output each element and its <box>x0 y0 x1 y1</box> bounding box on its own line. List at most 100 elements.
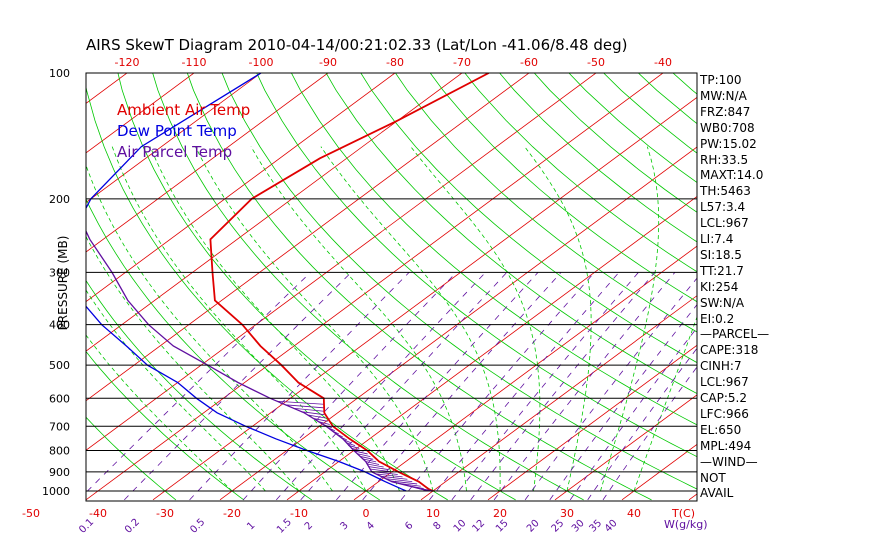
hatch-line <box>356 453 371 458</box>
mixing-ratio-tick-label: 15 <box>494 518 511 535</box>
moist-adiabat-line <box>600 146 660 492</box>
isotherm-line <box>353 245 697 501</box>
dry-adiabat-line <box>86 350 245 501</box>
moist-adiabat-line <box>410 146 541 492</box>
hatch-line <box>390 480 418 485</box>
index-item: TH:5463 <box>700 184 751 199</box>
bottom-temp-tick-label: 0 <box>363 507 370 520</box>
legend-item: Dew Point Temp <box>117 122 237 140</box>
dry-adiabat-line <box>429 73 697 303</box>
pressure-tick-label: 1000 <box>42 485 70 498</box>
pressure-tick-label: 700 <box>49 420 70 433</box>
isotherm-line <box>554 394 697 501</box>
isotherm-line <box>86 73 530 402</box>
mixing-ratio-tick-label: 8 <box>431 520 443 532</box>
index-item: SW:N/A <box>700 295 745 310</box>
mixing-ratio-tick-label: 6 <box>403 520 415 532</box>
hatch-line <box>293 407 325 412</box>
index-item: NOT <box>700 470 726 485</box>
hatch-line <box>365 461 380 465</box>
hatch-line <box>359 455 374 460</box>
pressure-tick-label: 900 <box>49 466 70 479</box>
mixing-ratio-unit: W(g/kg) <box>664 518 708 531</box>
dry-adiabat-line <box>86 416 177 501</box>
top-temp-tick-label: -40 <box>654 56 672 69</box>
moist-adiabat-line <box>149 146 400 492</box>
mixing-ratio-tick-label: 40 <box>603 518 620 535</box>
dry-adiabat-line <box>221 73 697 490</box>
index-item: KI:254 <box>700 279 739 294</box>
moist-adiabat-line <box>111 146 367 492</box>
hatch-line <box>301 411 325 416</box>
index-item: TT:21.7 <box>700 263 744 278</box>
mixing-ratio-tick-label: 35 <box>588 518 605 535</box>
mixing-ratio-tick-label: 25 <box>550 518 567 535</box>
dry-adiabat-line <box>256 73 697 458</box>
top-temp-tick-label: -50 <box>587 56 605 69</box>
top-temp-tick-label: -100 <box>249 56 274 69</box>
bottom-temp-tick-label: -10 <box>290 507 308 520</box>
mixing-ratio-line <box>400 272 595 501</box>
pressure-tick-label: 400 <box>49 319 70 332</box>
hatch-line <box>348 445 360 449</box>
top-temp-tick-label: -70 <box>453 56 471 69</box>
hatch-line <box>312 417 328 422</box>
hatch-line <box>380 475 408 480</box>
isotherm-line <box>420 295 697 501</box>
index-item: PW:15.02 <box>700 136 757 151</box>
moist-adiabat-line <box>633 315 697 492</box>
dry-adiabat-line <box>360 73 697 364</box>
hatch-line <box>366 463 384 468</box>
mixing-ratio-line <box>587 347 697 501</box>
mixing-ratio-line <box>524 277 697 501</box>
mixing-ratio-line <box>549 304 697 501</box>
dry-adiabat-line <box>186 73 652 501</box>
top-temp-tick-label: -60 <box>520 56 538 69</box>
pressure-tick-label: 300 <box>49 266 70 279</box>
top-temp-tick-label: -80 <box>386 56 404 69</box>
index-item: LCL:967 <box>700 216 749 231</box>
series-line-2 <box>86 229 434 492</box>
mixing-ratio-line <box>189 272 410 501</box>
moist-adiabat-line <box>195 146 434 492</box>
mixing-ratio-line <box>429 272 620 501</box>
grid-layer <box>0 54 870 501</box>
isotherm-line <box>756 54 870 500</box>
moist-adiabat-line <box>86 235 300 492</box>
dry-adiabat-line <box>117 73 516 501</box>
mixing-ratio-line <box>336 272 539 501</box>
index-item: MAXT:14.0 <box>700 168 764 183</box>
index-item: CINH:7 <box>700 359 742 374</box>
mixing-ratio-line <box>86 272 311 494</box>
mixing-ratio-line <box>451 272 639 501</box>
dry-adiabat-line <box>86 198 380 501</box>
mixing-ratio-tick-label: 2 <box>303 520 315 532</box>
index-item: SI:18.5 <box>700 247 742 262</box>
hatch-line <box>354 450 368 455</box>
mixing-ratio-line <box>470 272 656 501</box>
pressure-tick-label: 600 <box>49 392 70 405</box>
mixing-ratio-line <box>569 327 697 501</box>
moist-adiabat-line <box>86 289 266 492</box>
series-line-0 <box>209 73 490 492</box>
hatch-line <box>276 400 324 405</box>
pressure-tick-label: 500 <box>49 359 70 372</box>
index-item: LI:7.4 <box>700 232 734 246</box>
hatch-line <box>385 478 413 483</box>
index-item: LCL:967 <box>700 375 749 390</box>
hatch-line <box>375 473 403 478</box>
series-line-1 <box>86 73 407 492</box>
dry-adiabat-line <box>325 73 697 394</box>
index-item: WB0:708 <box>700 120 755 135</box>
index-item: CAP:5.2 <box>700 391 747 405</box>
index-item: TP:100 <box>700 73 742 87</box>
moist-adiabat-line <box>86 334 233 492</box>
moist-adiabat-line <box>86 164 333 492</box>
isotherm-line <box>219 146 697 501</box>
dry-adiabat-line <box>86 85 448 501</box>
isotherm-line <box>86 73 664 501</box>
bottom-temp-tick-label: -30 <box>156 507 174 520</box>
isotherm-line <box>0 54 19 500</box>
isotherm-line <box>286 196 697 501</box>
